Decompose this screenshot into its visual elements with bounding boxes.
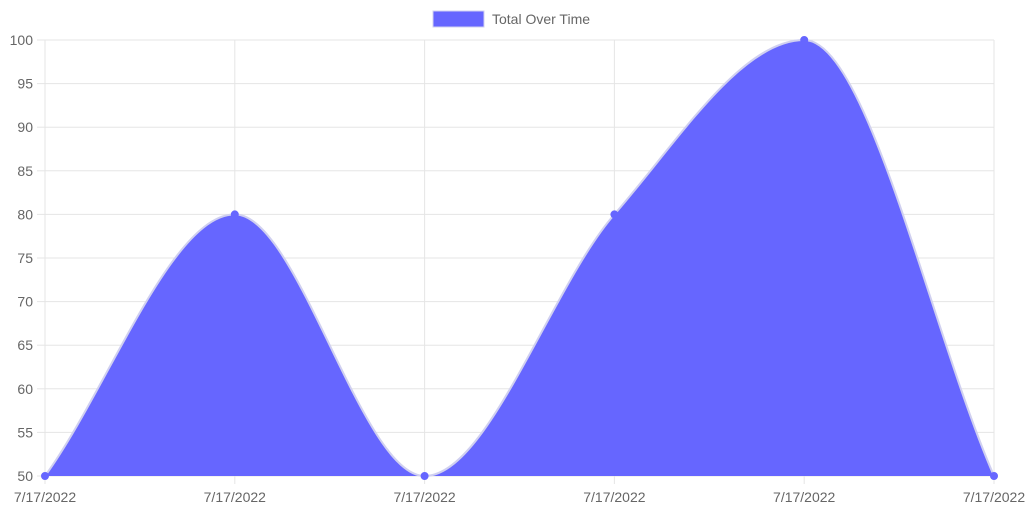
area-fill bbox=[45, 40, 994, 476]
y-tick-label-7: 85 bbox=[17, 163, 33, 179]
x-tick-label-2: 7/17/2022 bbox=[393, 489, 455, 505]
y-axis-ticks: 50 55 60 65 70 75 80 85 90 95 100 bbox=[10, 32, 34, 484]
y-tick-label-6: 80 bbox=[17, 206, 33, 222]
data-point-4[interactable] bbox=[800, 36, 809, 44]
y-tick-label-3: 65 bbox=[17, 337, 33, 353]
y-tick-label-5: 75 bbox=[17, 250, 33, 266]
y-tick-label-10: 100 bbox=[10, 32, 34, 48]
series-line bbox=[44, 38, 995, 478]
data-point-0[interactable] bbox=[41, 472, 49, 480]
legend-swatch[interactable] bbox=[432, 10, 485, 28]
y-tick-label-8: 90 bbox=[17, 119, 33, 135]
x-tick-label-5: 7/17/2022 bbox=[963, 489, 1025, 505]
x-axis-ticks: 7/17/2022 7/17/2022 7/17/2022 7/17/2022 7/17… bbox=[14, 489, 1025, 505]
y-tick-label-4: 70 bbox=[17, 294, 33, 310]
y-tick-label-1: 55 bbox=[17, 424, 33, 440]
data-points bbox=[41, 36, 998, 480]
x-tick-label-3: 7/17/2022 bbox=[583, 489, 645, 505]
x-tick-label-4: 7/17/2022 bbox=[773, 489, 835, 505]
x-tick-label-0: 7/17/2022 bbox=[14, 489, 76, 505]
data-point-1[interactable] bbox=[230, 210, 239, 219]
data-point-2[interactable] bbox=[420, 472, 429, 480]
data-point-5[interactable] bbox=[990, 472, 998, 480]
y-tick-label-0: 50 bbox=[17, 468, 33, 484]
y-tick-label-9: 95 bbox=[17, 76, 33, 92]
data-point-3[interactable] bbox=[610, 210, 619, 219]
y-tick-label-2: 60 bbox=[17, 381, 33, 397]
area-series bbox=[44, 38, 995, 478]
legend[interactable]: Total Over Time bbox=[432, 10, 590, 28]
x-tick-label-1: 7/17/2022 bbox=[204, 489, 266, 505]
legend-label[interactable]: Total Over Time bbox=[492, 11, 590, 27]
